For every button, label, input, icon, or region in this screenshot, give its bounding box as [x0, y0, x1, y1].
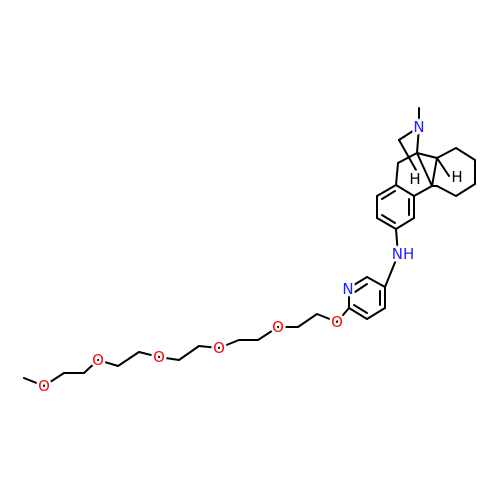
atom-label: O: [92, 351, 104, 369]
bond: [416, 126, 420, 154]
bond: [397, 152, 418, 164]
bond: [43, 372, 65, 387]
bond: [336, 307, 350, 323]
atom-label: O: [153, 348, 165, 366]
bond: [158, 356, 180, 361]
bond: [23, 377, 45, 387]
bond: [354, 283, 368, 293]
bond: [178, 345, 200, 361]
bond: [398, 126, 420, 141]
bond: [353, 304, 368, 314]
bond: [97, 359, 119, 367]
bond: [395, 228, 399, 256]
bond: [436, 185, 457, 197]
bond: [398, 139, 417, 171]
bond: [83, 359, 99, 374]
bond: [366, 307, 386, 320]
atom-label: H: [451, 168, 462, 186]
bond: [395, 184, 415, 197]
atom-label: O: [38, 377, 50, 395]
bond: [376, 217, 397, 230]
atom-label: O: [213, 339, 225, 357]
bond: [218, 339, 240, 349]
atom-label: H: [409, 170, 420, 188]
atom-label: N: [413, 118, 424, 136]
bond: [297, 313, 318, 328]
atom-label: O: [331, 313, 343, 331]
bond: [416, 152, 433, 187]
atom-label: N: [342, 280, 353, 298]
atom-label: NH: [392, 245, 415, 263]
atom-labels: N H H NH N O O O O O O: [36, 116, 466, 398]
bond: [431, 157, 438, 187]
bond: [436, 147, 457, 159]
bond: [198, 345, 220, 349]
bond: [455, 183, 476, 197]
bond: [455, 147, 476, 161]
bond: [413, 185, 433, 197]
bond: [384, 254, 399, 288]
bond: [348, 276, 368, 289]
bonds: [23, 107, 476, 387]
bond: [366, 276, 386, 288]
atom-label: O: [272, 318, 284, 336]
bond: [436, 157, 450, 177]
bond: [257, 326, 279, 341]
bond: [381, 214, 396, 224]
bond: [416, 152, 438, 159]
bond: [117, 351, 140, 367]
bond: [316, 313, 338, 323]
bond: [381, 190, 396, 200]
bond: [395, 162, 399, 186]
bond: [348, 307, 368, 320]
bond: [138, 351, 160, 358]
bond: [376, 184, 397, 197]
bond: [395, 217, 415, 230]
